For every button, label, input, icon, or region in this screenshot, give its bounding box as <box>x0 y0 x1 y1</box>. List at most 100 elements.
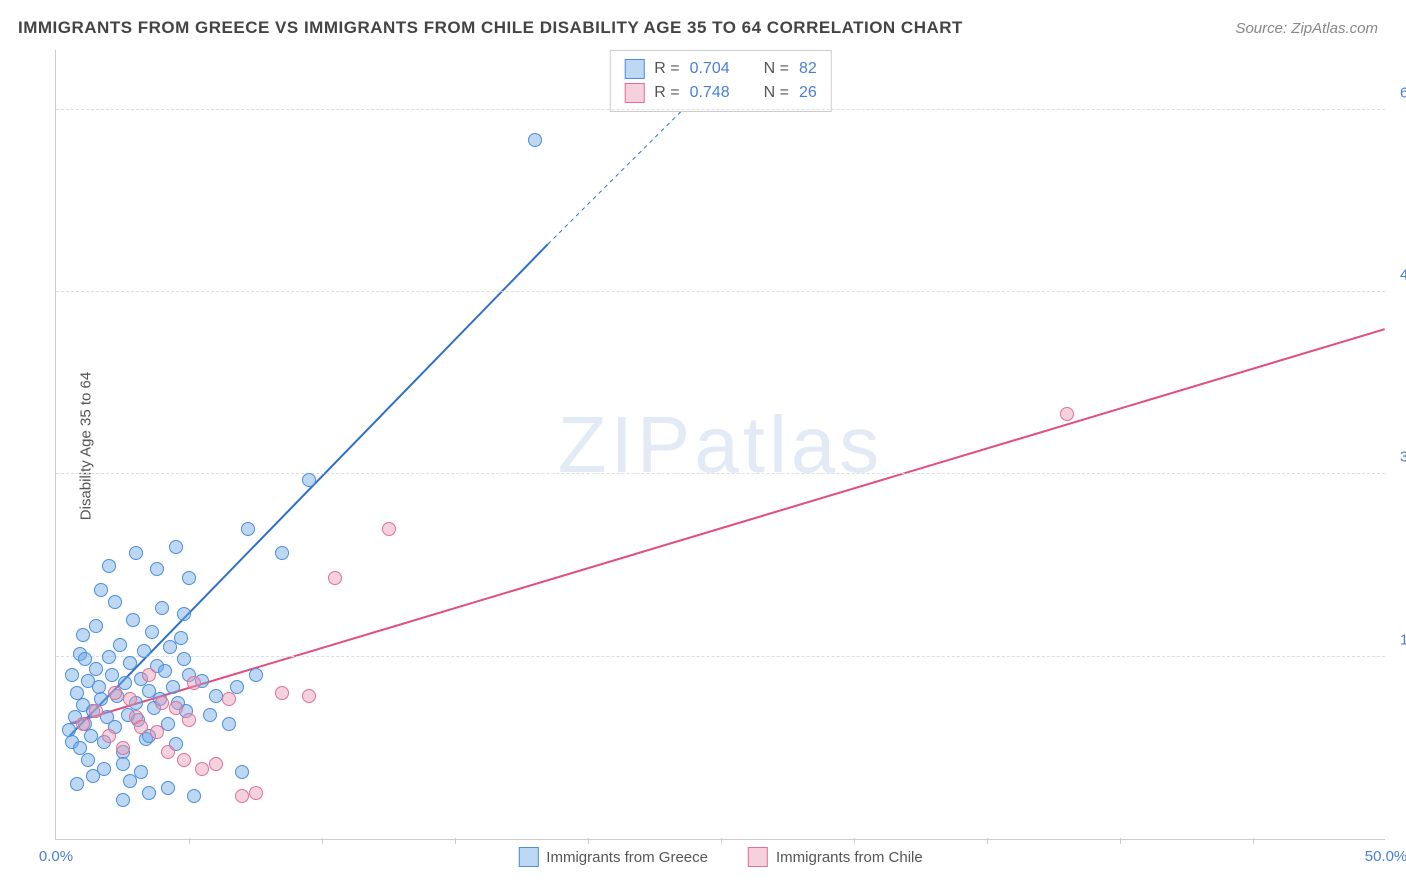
scatter-point <box>187 676 201 690</box>
scatter-point <box>102 650 116 664</box>
scatter-point <box>137 644 151 658</box>
x-minor-tick <box>721 838 722 844</box>
gridline <box>56 291 1385 292</box>
chart-svg <box>56 50 1385 839</box>
legend-swatch <box>748 847 768 867</box>
scatter-point <box>182 571 196 585</box>
x-minor-tick <box>1253 838 1254 844</box>
gridline <box>56 656 1385 657</box>
y-tick-label: 15.0% <box>1390 631 1406 648</box>
scatter-point <box>102 559 116 573</box>
x-minor-tick <box>322 838 323 844</box>
scatter-point <box>123 774 137 788</box>
scatter-point <box>241 522 255 536</box>
series-legend: Immigrants from Greece Immigrants from Ch… <box>518 847 922 867</box>
scatter-point <box>94 583 108 597</box>
scatter-point <box>89 662 103 676</box>
gridline <box>56 473 1385 474</box>
scatter-point <box>177 753 191 767</box>
y-tick-label: 30.0% <box>1390 449 1406 466</box>
plot-area: ZIPatlas R =0.704N =82R =0.748N =26 Immi… <box>55 50 1385 840</box>
series-legend-item: Immigrants from Greece <box>518 847 708 867</box>
scatter-point <box>328 571 342 585</box>
scatter-point <box>528 133 542 147</box>
scatter-point <box>81 753 95 767</box>
scatter-point <box>105 668 119 682</box>
series-legend-item: Immigrants from Chile <box>748 847 923 867</box>
scatter-point <box>129 546 143 560</box>
scatter-point <box>76 717 90 731</box>
scatter-point <box>70 777 84 791</box>
x-minor-tick <box>588 838 589 844</box>
x-minor-tick <box>854 838 855 844</box>
scatter-point <box>235 765 249 779</box>
scatter-point <box>382 522 396 536</box>
scatter-point <box>116 741 130 755</box>
scatter-point <box>249 668 263 682</box>
scatter-point <box>169 701 183 715</box>
scatter-point <box>123 656 137 670</box>
correlation-legend: R =0.704N =82R =0.748N =26 <box>609 50 832 112</box>
scatter-point <box>249 786 263 800</box>
scatter-point <box>113 638 127 652</box>
scatter-point <box>222 692 236 706</box>
scatter-point <box>150 562 164 576</box>
scatter-point <box>302 473 316 487</box>
scatter-point <box>102 729 116 743</box>
scatter-point <box>275 546 289 560</box>
scatter-point <box>65 668 79 682</box>
x-tick-label: 0.0% <box>39 848 73 865</box>
scatter-point <box>116 757 130 771</box>
watermark: ZIPatlas <box>558 399 883 491</box>
scatter-point <box>158 664 172 678</box>
scatter-point <box>161 781 175 795</box>
trend-line-dashed <box>548 99 694 245</box>
scatter-point <box>145 625 159 639</box>
series-legend-label: Immigrants from Chile <box>776 849 923 866</box>
chart-title: IMMIGRANTS FROM GREECE VS IMMIGRANTS FRO… <box>18 18 963 38</box>
scatter-point <box>108 595 122 609</box>
scatter-point <box>108 686 122 700</box>
scatter-point <box>302 689 316 703</box>
legend-n-value: 26 <box>799 84 817 102</box>
x-minor-tick <box>455 838 456 844</box>
scatter-point <box>222 717 236 731</box>
trend-line <box>70 244 548 736</box>
scatter-point <box>209 689 223 703</box>
y-tick-label: 60.0% <box>1390 84 1406 101</box>
trend-line <box>70 329 1385 724</box>
gridline <box>56 109 1385 110</box>
scatter-point <box>209 757 223 771</box>
scatter-point <box>195 762 209 776</box>
scatter-point <box>123 692 137 706</box>
legend-n-label: N = <box>764 84 789 102</box>
scatter-point <box>89 704 103 718</box>
scatter-point <box>174 631 188 645</box>
scatter-point <box>155 601 169 615</box>
legend-n-value: 82 <box>799 60 817 78</box>
scatter-point <box>177 607 191 621</box>
series-legend-label: Immigrants from Greece <box>546 849 708 866</box>
scatter-point <box>187 789 201 803</box>
scatter-point <box>134 720 148 734</box>
legend-swatch <box>518 847 538 867</box>
x-minor-tick <box>189 838 190 844</box>
scatter-point <box>142 668 156 682</box>
legend-r-value: 0.704 <box>690 60 730 78</box>
scatter-point <box>126 613 140 627</box>
legend-r-label: R = <box>654 84 679 102</box>
scatter-point <box>169 540 183 554</box>
legend-row: R =0.704N =82 <box>624 57 817 81</box>
legend-n-label: N = <box>764 60 789 78</box>
scatter-point <box>78 652 92 666</box>
scatter-point <box>203 708 217 722</box>
y-tick-label: 45.0% <box>1390 267 1406 284</box>
scatter-point <box>275 686 289 700</box>
scatter-point <box>142 786 156 800</box>
scatter-point <box>150 725 164 739</box>
scatter-point <box>86 769 100 783</box>
legend-swatch <box>624 59 644 79</box>
source-label: Source: ZipAtlas.com <box>1235 20 1378 37</box>
scatter-point <box>235 789 249 803</box>
x-minor-tick <box>987 838 988 844</box>
